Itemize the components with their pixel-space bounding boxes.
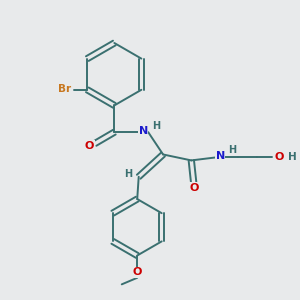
Text: O: O [85,141,94,151]
Text: O: O [133,268,142,278]
Text: H: H [228,145,236,155]
Text: Br: Br [58,84,72,94]
Text: O: O [274,152,284,162]
Text: O: O [189,183,198,193]
Text: H: H [152,121,160,130]
Text: N: N [139,126,148,136]
Text: H: H [124,169,132,179]
Text: H: H [288,152,296,162]
Text: N: N [215,151,225,161]
